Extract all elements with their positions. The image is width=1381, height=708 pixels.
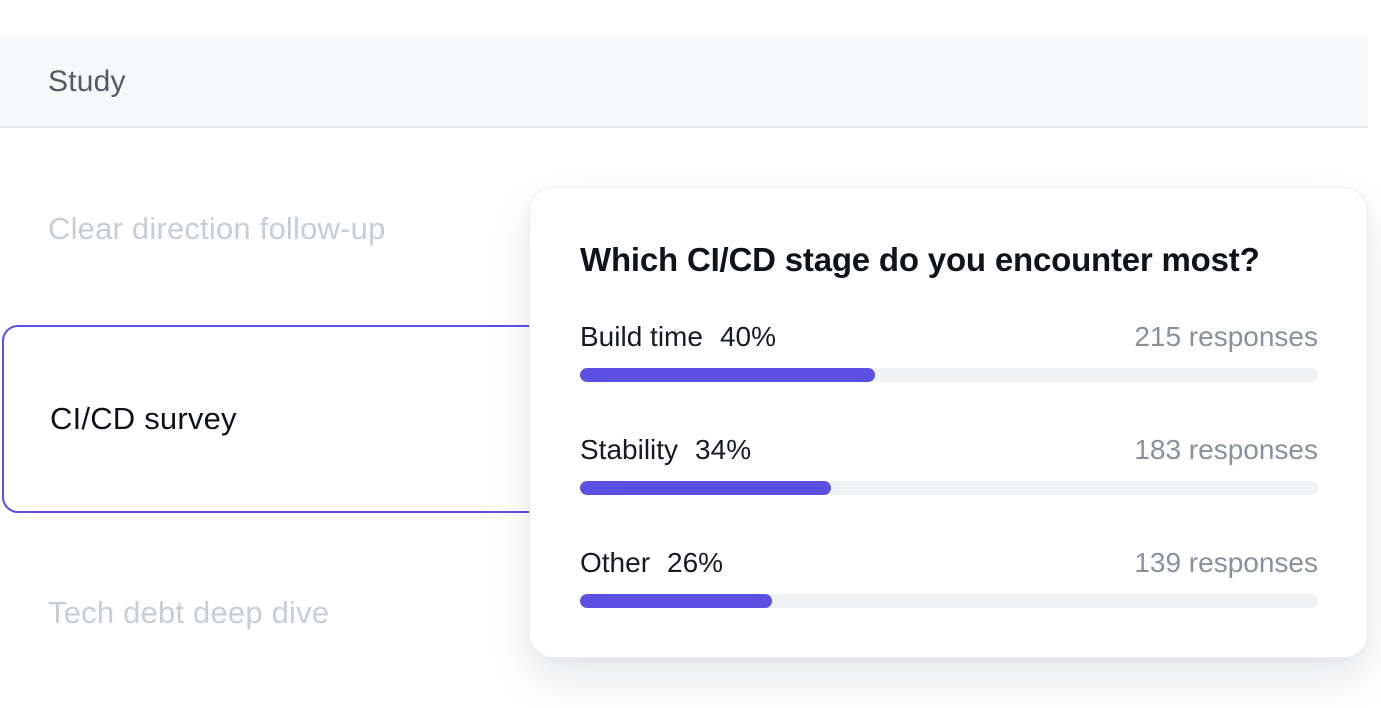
sidebar-item-clear-direction-follow-up[interactable]: Clear direction follow-up (48, 211, 386, 246)
progress-fill (580, 368, 876, 382)
option-label: Build time (580, 321, 703, 352)
sidebar-item-cicd-survey-selected[interactable]: CI/CD survey (2, 325, 558, 513)
option-percent: 26% (667, 547, 724, 578)
survey-row-stability: Stability 34% 183 responses (580, 433, 1318, 495)
response-count: 139 responses (1134, 547, 1318, 578)
page-title: Study (48, 65, 126, 98)
option-percent: 40% (719, 321, 776, 352)
sidebar-item-tech-debt-deep-dive[interactable]: Tech debt deep dive (48, 595, 330, 630)
progress-fill (580, 481, 831, 495)
survey-row-other: Other 26% 139 responses (580, 546, 1318, 608)
survey-row-build-time: Build time 40% 215 responses (580, 320, 1318, 382)
survey-results-card: Which CI/CD stage do you encounter most?… (529, 187, 1368, 658)
option-label: Other (580, 547, 651, 578)
sidebar-item-label: CI/CD survey (50, 401, 237, 436)
survey-rows: Build time 40% 215 responses Stability 34%… (580, 320, 1318, 659)
response-count: 183 responses (1134, 434, 1318, 465)
option-label: Stability (580, 434, 679, 465)
progress-fill (580, 594, 772, 608)
top-bar: Study (0, 38, 1368, 128)
progress-track (580, 368, 1318, 382)
survey-question-title: Which CI/CD stage do you encounter most? (580, 241, 1260, 278)
progress-track (580, 481, 1318, 495)
option-percent: 34% (695, 434, 752, 465)
progress-track (580, 594, 1318, 608)
response-count: 215 responses (1134, 321, 1318, 352)
